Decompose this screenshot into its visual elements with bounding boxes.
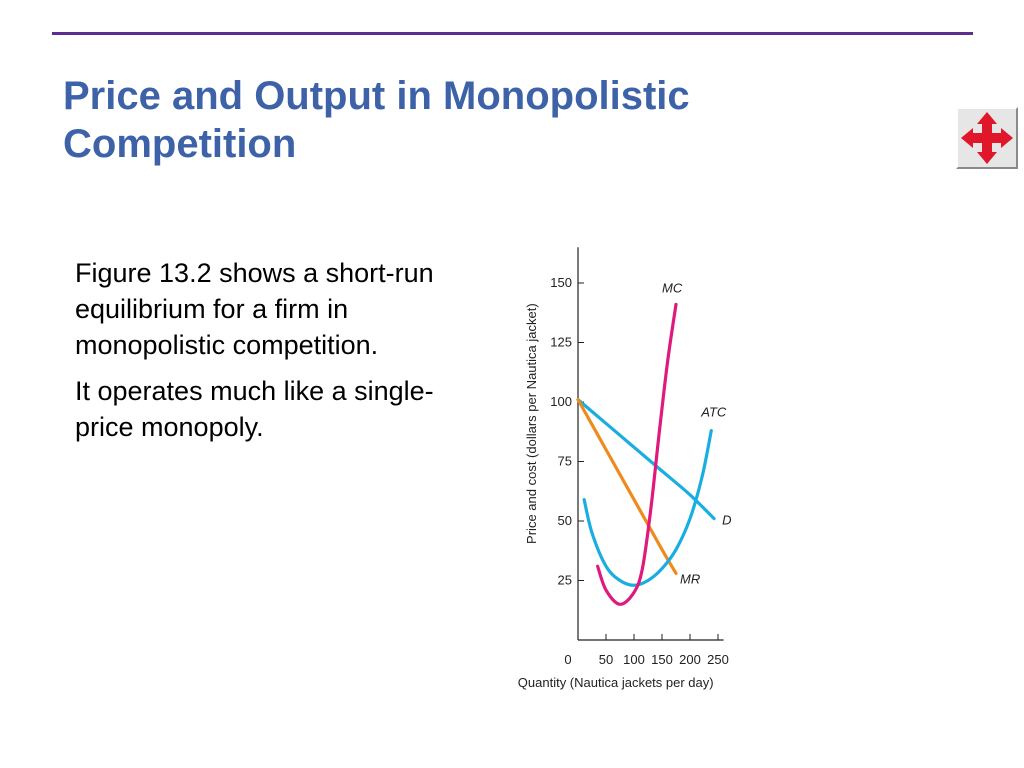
series-mc-curve [596, 302, 678, 606]
series-mc-label: MC [662, 280, 683, 295]
y-tick-label: 125 [550, 335, 572, 350]
series-atc-curve [582, 428, 713, 587]
series-atc-label: ATC [700, 405, 727, 420]
x-tick-label: 150 [651, 652, 673, 667]
cost-curve-chart: 25 50 75 100 125 150 0 50 100 150 200 250 Quantity (… [518, 247, 731, 690]
series-d-curve [576, 398, 716, 521]
series-mr-label: MR [680, 571, 700, 586]
paragraph-figure-description: Figure 13.2 shows a short-run equilibriu… [75, 258, 434, 360]
y-tick-label: 25 [558, 573, 572, 588]
x-axis-label: Quantity (Nautica jackets per day) [518, 675, 714, 690]
title-rule [52, 32, 973, 35]
body-text: Figure 13.2 shows a short-run equilibriu… [75, 255, 485, 455]
y-tick-label: 50 [558, 513, 572, 528]
x-tick-label: 100 [623, 652, 645, 667]
x-tick-label: 50 [599, 652, 613, 667]
series-mr-curve [576, 398, 678, 575]
series-d-label: D [722, 513, 731, 528]
y-tick-label: 150 [550, 275, 572, 290]
x-tick-label: 250 [707, 652, 729, 667]
y-axis-label: Price and cost (dollars per Nautica jack… [524, 303, 539, 544]
four-way-arrows-icon [961, 112, 1013, 164]
x-tick-label: 0 [564, 652, 571, 667]
x-tick-label: 200 [679, 652, 701, 667]
y-tick-label: 75 [558, 454, 572, 469]
y-tick-label: 100 [550, 394, 572, 409]
slide-title: Price and Output in Monopolistic Competi… [63, 74, 690, 166]
navigation-button[interactable] [956, 107, 1018, 169]
paragraph-monopoly-comparison: It operates much like a single-price mon… [75, 376, 434, 442]
